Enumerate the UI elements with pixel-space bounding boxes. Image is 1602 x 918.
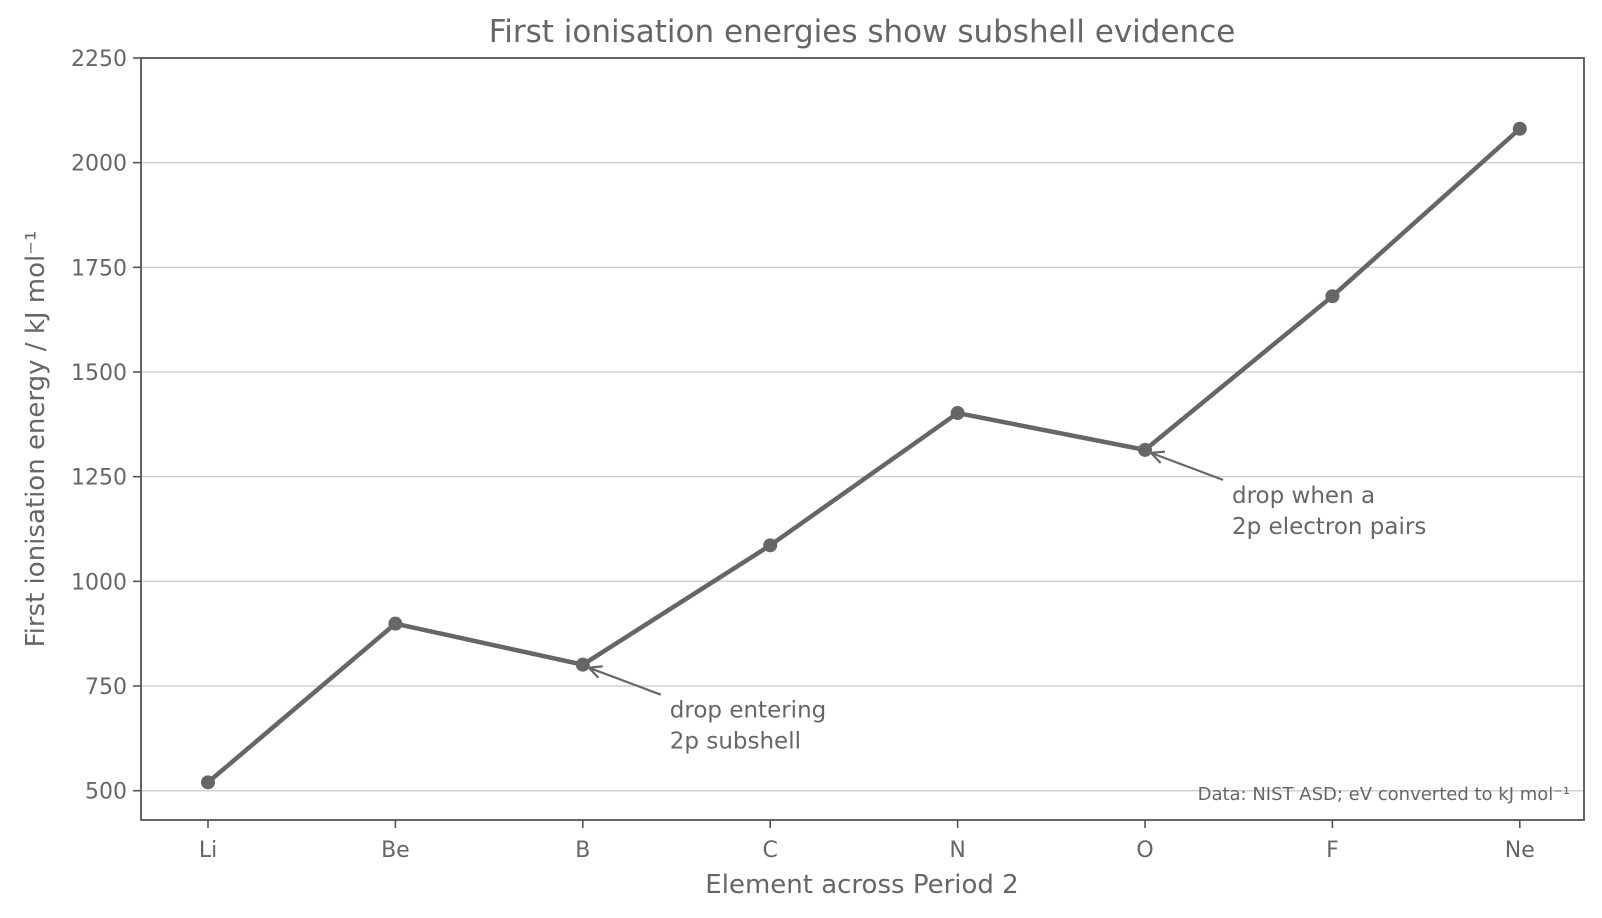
x-tick-label: B bbox=[575, 838, 590, 863]
x-axis: Li Be B C N O F Ne bbox=[199, 820, 1535, 863]
y-tick-label: 2250 bbox=[71, 47, 127, 72]
annotation-text: drop when a bbox=[1232, 483, 1375, 509]
y-axis-label: First ionisation energy / kJ mol⁻¹ bbox=[21, 231, 51, 648]
plot-frame bbox=[140, 57, 1585, 821]
annotation-arrowhead bbox=[586, 665, 603, 679]
data-point-o bbox=[1138, 442, 1152, 457]
series bbox=[201, 121, 1527, 790]
x-tick-label: N bbox=[949, 838, 965, 863]
annotation-arrowhead bbox=[1148, 450, 1166, 464]
annotation-arrow bbox=[1150, 451, 1224, 481]
annotation-text: drop entering bbox=[670, 698, 826, 724]
data-point-b bbox=[575, 657, 590, 672]
x-tick-label: Ne bbox=[1505, 838, 1535, 863]
data-point-ne bbox=[1512, 121, 1527, 136]
x-tick-label: O bbox=[1136, 838, 1153, 863]
y-tick-label: 1250 bbox=[71, 466, 127, 491]
y-tick-label: 2000 bbox=[71, 152, 127, 177]
x-tick-label: Li bbox=[199, 838, 217, 863]
x-tick-label: F bbox=[1326, 838, 1339, 863]
y-tick-label: 1000 bbox=[71, 570, 127, 595]
y-tick-label: 1500 bbox=[71, 361, 127, 386]
x-tick-label: C bbox=[763, 838, 778, 863]
annotation-text: 2p subshell bbox=[670, 729, 801, 755]
annotation-arrow bbox=[588, 666, 662, 696]
source-note: Data: NIST ASD; eV converted to kJ mol⁻¹ bbox=[1198, 784, 1570, 805]
annotation-text: 2p electron pairs bbox=[1232, 514, 1426, 540]
data-point-n bbox=[950, 406, 965, 421]
data-point-c bbox=[763, 538, 778, 553]
x-tick-label: Be bbox=[381, 838, 410, 863]
series-line bbox=[205, 126, 1523, 785]
y-axis: 500 750 1000 1250 1500 1750 2000 2250 bbox=[71, 47, 141, 805]
y-tick-label: 750 bbox=[85, 675, 127, 700]
data-point-li bbox=[201, 775, 215, 790]
annotations: drop entering 2p subshell drop when a 2p el… bbox=[586, 450, 1426, 755]
chart-title: First ionisation energies show subshell … bbox=[489, 14, 1236, 50]
data-point-f bbox=[1325, 289, 1340, 304]
y-tick-label: 1750 bbox=[71, 256, 127, 281]
y-tick-label: 500 bbox=[85, 780, 127, 805]
data-point-be bbox=[388, 616, 403, 631]
gridlines bbox=[141, 161, 1584, 792]
x-axis-label: Element across Period 2 bbox=[705, 870, 1018, 900]
